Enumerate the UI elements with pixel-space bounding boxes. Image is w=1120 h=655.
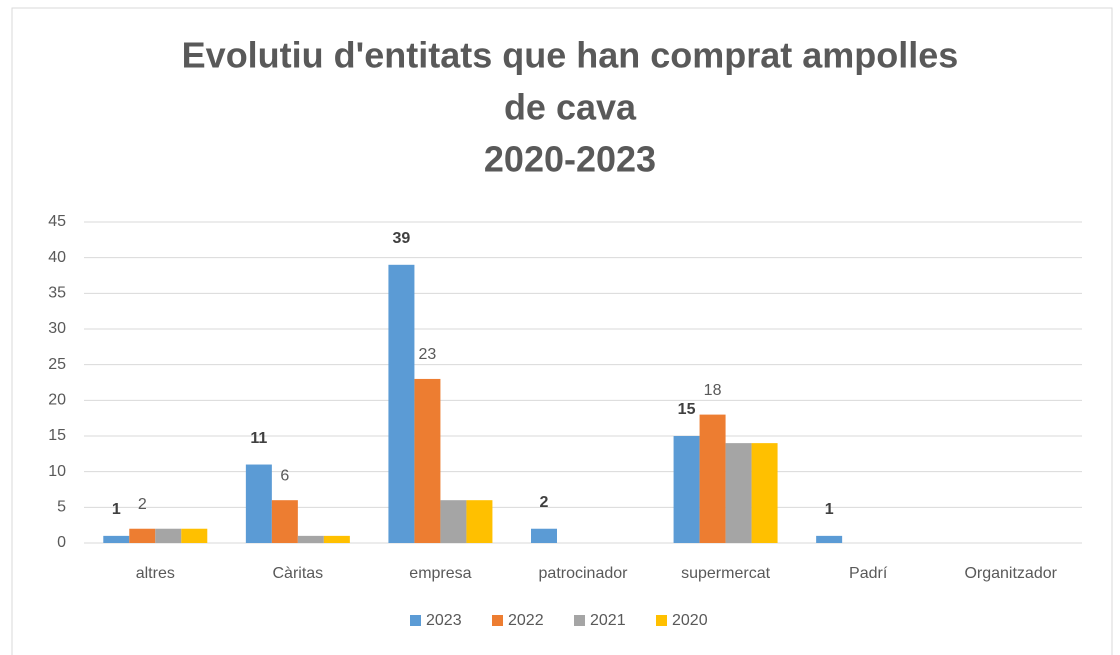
legend-swatch xyxy=(492,615,503,626)
y-tick-label: 10 xyxy=(48,463,66,480)
bar xyxy=(725,443,752,543)
x-tick-label: Càritas xyxy=(273,565,324,582)
chart-frame xyxy=(11,7,1113,655)
legend-swatch xyxy=(656,615,667,626)
bar xyxy=(816,535,843,543)
bar xyxy=(155,528,182,543)
legend-label: 2021 xyxy=(590,612,626,629)
data-label: 39 xyxy=(393,230,411,247)
x-tick-label: altres xyxy=(136,565,175,582)
bar xyxy=(103,535,130,543)
bar xyxy=(271,500,298,543)
bar xyxy=(531,528,557,543)
bar xyxy=(751,443,778,543)
chart-title: Evolutiu d'entitats que han comprat ampo… xyxy=(182,35,959,76)
y-tick-label: 35 xyxy=(48,285,66,302)
y-tick-label: 5 xyxy=(57,499,66,516)
bar xyxy=(297,535,324,543)
x-tick-label: supermercat xyxy=(681,565,770,582)
y-tick-label: 45 xyxy=(48,213,66,230)
data-label: 2 xyxy=(138,496,147,513)
y-tick-label: 20 xyxy=(48,392,66,409)
y-tick-label: 25 xyxy=(48,356,66,373)
data-label: 23 xyxy=(419,346,437,363)
bar xyxy=(129,528,156,543)
data-label: 1 xyxy=(112,501,121,518)
data-label: 1 xyxy=(825,501,834,518)
y-tick-label: 0 xyxy=(57,534,66,551)
legend-swatch xyxy=(574,615,585,626)
bar xyxy=(323,535,350,543)
legend-label: 2020 xyxy=(672,612,708,629)
bar xyxy=(699,414,726,543)
bar xyxy=(181,528,208,543)
chart-title: de cava xyxy=(504,87,637,128)
bar xyxy=(414,378,441,543)
y-tick-label: 15 xyxy=(48,427,66,444)
data-label: 2 xyxy=(540,494,549,511)
data-label: 11 xyxy=(250,430,267,447)
bar xyxy=(673,436,700,543)
legend-label: 2023 xyxy=(426,612,462,629)
chart-title: 2020-2023 xyxy=(484,139,656,180)
bar xyxy=(388,264,415,543)
y-tick-label: 40 xyxy=(48,249,66,266)
bar xyxy=(466,500,493,543)
legend-swatch xyxy=(410,615,421,626)
data-label: 18 xyxy=(704,382,722,399)
data-label: 15 xyxy=(678,401,696,418)
bar xyxy=(440,500,467,543)
x-tick-label: Padrí xyxy=(849,565,888,582)
x-tick-label: patrocinador xyxy=(539,565,629,582)
y-tick-label: 30 xyxy=(48,320,66,337)
x-tick-label: empresa xyxy=(409,565,471,582)
bar xyxy=(245,464,272,543)
x-tick-label: Organitzador xyxy=(964,565,1057,582)
data-label: 6 xyxy=(280,467,289,484)
legend-label: 2022 xyxy=(508,612,544,629)
